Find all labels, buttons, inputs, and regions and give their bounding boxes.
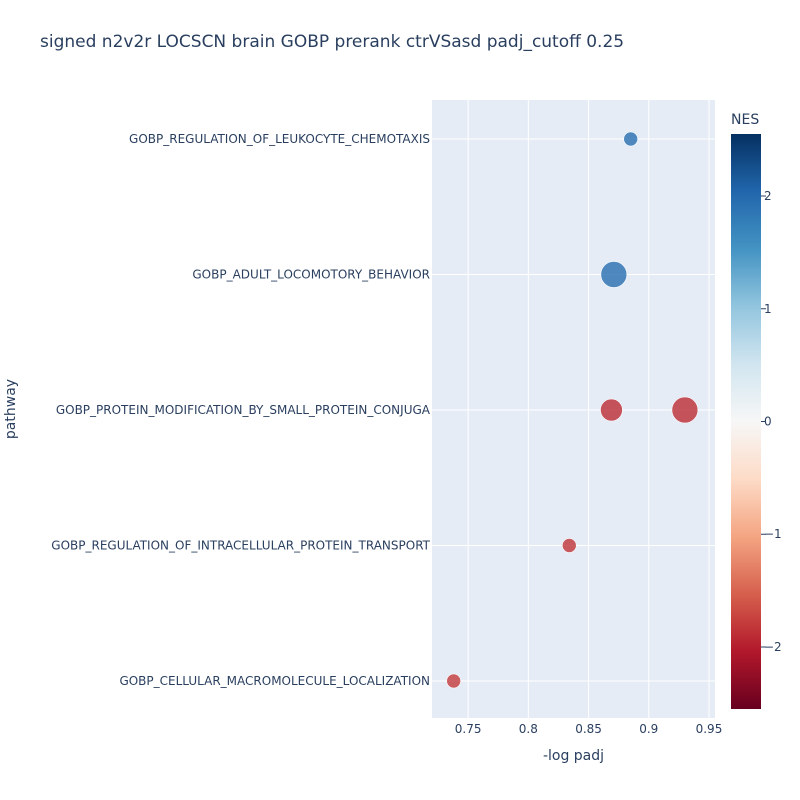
- y-axis-title: pathway: [3, 379, 19, 439]
- data-point: [446, 673, 461, 689]
- data-point: [561, 538, 577, 553]
- x-tick-label: 0.85: [575, 722, 602, 736]
- x-tick-label: 0.9: [639, 722, 658, 736]
- colorbar-tick-label: −1: [764, 527, 782, 541]
- x-tick-label: 0.95: [696, 722, 723, 736]
- colorbar-tick-label: 0: [764, 415, 772, 429]
- colorbar-title: NES: [731, 112, 759, 128]
- colorbar-tick-label: 2: [764, 189, 772, 203]
- y-tick-labels: GOBP_REGULATION_OF_LEUKOCYTE_CHEMOTAXIS G…: [51, 132, 431, 688]
- x-tick-labels: 0.75 0.8 0.85 0.9 0.95: [455, 722, 723, 736]
- x-tick-label: 0.75: [455, 722, 482, 736]
- colorbar-ticks: 2 1 0 −1 −2: [761, 189, 782, 654]
- plot-area: [432, 100, 715, 718]
- data-point: [623, 131, 639, 147]
- grid-lines: [432, 100, 715, 718]
- y-tick-label: GOBP_ADULT_LOCOMOTORY_BEHAVIOR: [192, 268, 430, 282]
- data-points: [446, 131, 699, 689]
- x-axis-title: -log padj: [543, 748, 604, 764]
- data-point: [600, 261, 628, 288]
- colorbar-tick-label: −2: [764, 640, 782, 654]
- y-tick-label: GOBP_REGULATION_OF_INTRACELLULAR_PROTEIN…: [51, 539, 430, 553]
- colorbar: NES 2 1 0 −1 −2: [731, 112, 782, 709]
- data-point: [671, 396, 699, 424]
- data-point: [600, 398, 623, 422]
- colorbar-tick-label: 1: [764, 302, 772, 316]
- chart-title: signed n2v2r LOCSCN brain GOBP prerank c…: [40, 32, 625, 52]
- y-tick-label: GOBP_REGULATION_OF_LEUKOCYTE_CHEMOTAXIS: [129, 132, 430, 146]
- y-tick-label: GOBP_CELLULAR_MACROMOLECULE_LOCALIZATION: [119, 674, 430, 688]
- colorbar-gradient: [731, 134, 761, 709]
- y-tick-label: GOBP_PROTEIN_MODIFICATION_BY_SMALL_PROTE…: [56, 403, 431, 417]
- x-tick-label: 0.8: [519, 722, 538, 736]
